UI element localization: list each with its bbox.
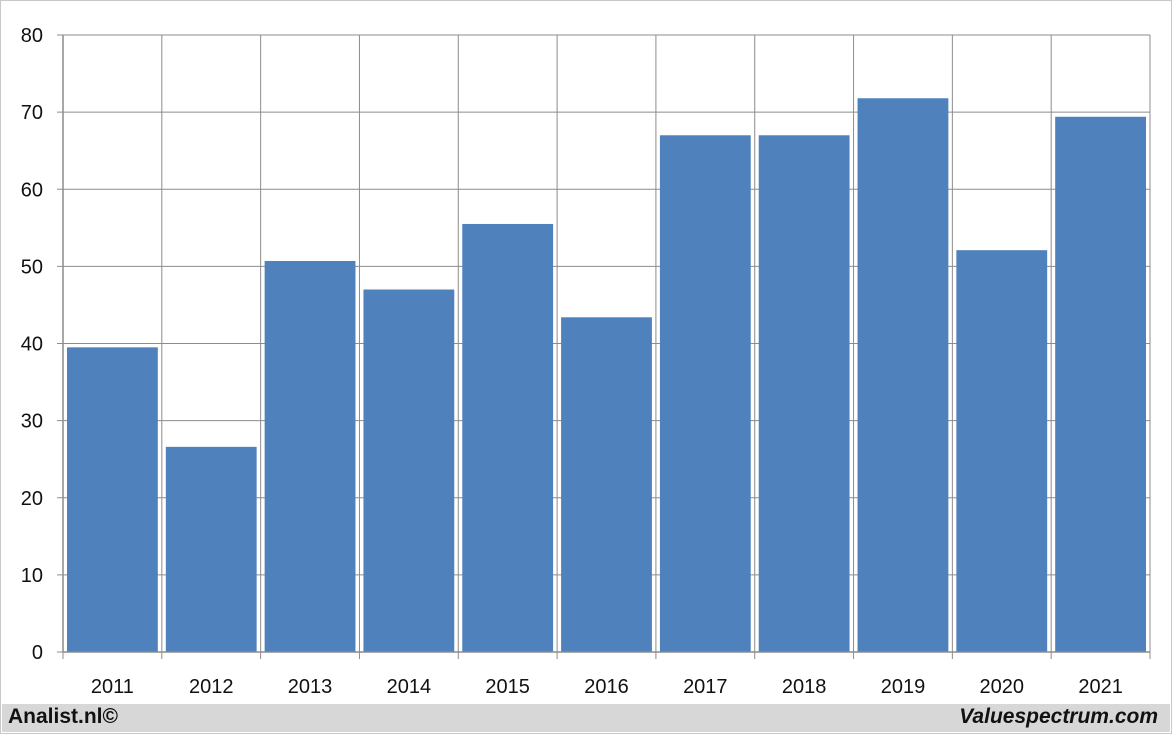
bar	[165, 446, 257, 652]
y-tick-label: 30	[21, 411, 43, 433]
x-tick-label: 2013	[288, 676, 333, 698]
bar	[659, 135, 751, 652]
bar	[956, 250, 1048, 652]
bar	[857, 98, 949, 653]
x-tick-label: 2019	[881, 676, 926, 698]
footer-bar: Analist.nl© Valuespectrum.com	[2, 704, 1170, 732]
bar	[462, 223, 554, 653]
x-tick-label: 2015	[485, 676, 530, 698]
x-tick-label: 2017	[683, 676, 728, 698]
x-tick-label: 2014	[387, 676, 432, 698]
bar-chart: 0 10 20 30 40 50 60 70 80 2011 2012 2013 2014 2015 201…	[21, 25, 1151, 698]
bar	[67, 347, 158, 652]
y-tick-label: 20	[21, 488, 43, 510]
x-tick-label: 2016	[584, 676, 629, 698]
y-tick-label: 80	[21, 25, 43, 47]
y-tick-label: 10	[21, 565, 43, 587]
y-tick-label: 70	[21, 102, 43, 124]
y-tick-label: 0	[32, 642, 43, 664]
bar	[1055, 116, 1146, 652]
bar	[264, 260, 356, 652]
source-credit-right: Valuespectrum.com	[959, 705, 1158, 728]
x-tick-label: 2012	[189, 676, 234, 698]
x-tick-label: 2018	[782, 676, 827, 698]
y-tick-label: 60	[21, 179, 43, 201]
bar	[363, 289, 455, 652]
x-tick-label: 2021	[1078, 676, 1123, 698]
y-tick-label: 40	[21, 334, 43, 356]
bar	[561, 317, 652, 652]
bar	[758, 135, 850, 652]
y-tick-label: 50	[21, 256, 43, 278]
x-tick-label: 2020	[980, 676, 1025, 698]
x-tick-label: 2011	[91, 676, 134, 698]
source-credit-left: Analist.nl©	[8, 705, 118, 728]
